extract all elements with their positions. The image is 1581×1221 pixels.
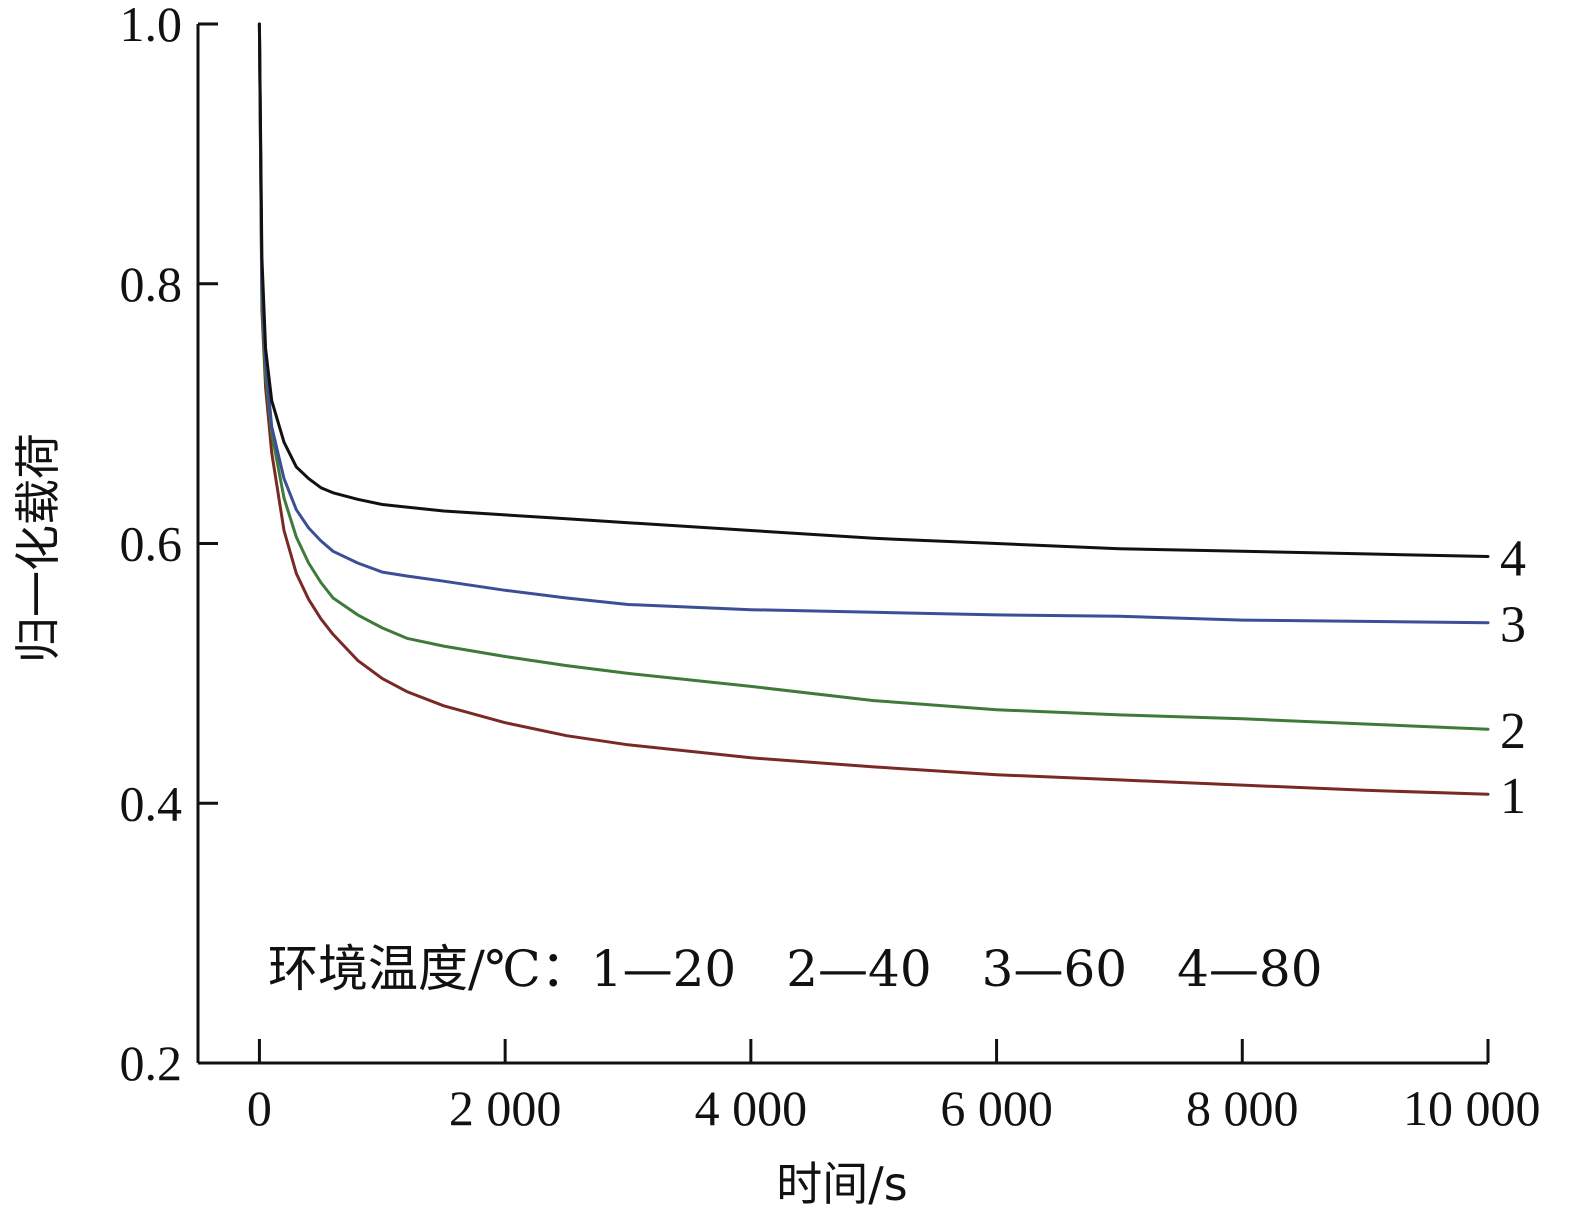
x-tick-label: 8 000 (1186, 1080, 1299, 1136)
ticks: 0.2 0.4 0.6 0.8 1.0 0 2 000 4 000 6 000 8 000 10 0… (120, 0, 1541, 1136)
y-tick-label: 0.4 (120, 775, 183, 831)
y-axis-title: 归一化载荷 (11, 433, 65, 663)
y-tick-label: 1.0 (120, 0, 183, 52)
y-tick-label: 0.6 (120, 516, 183, 572)
series-label-1: 1 (1500, 768, 1526, 825)
x-tick-label: 2 000 (449, 1080, 562, 1136)
series-line-3 (257, 22, 1490, 625)
legend-annotation: 环境温度/℃：1—20 2—40 3—60 4—80 (268, 940, 1323, 998)
x-tick-label: 4 000 (695, 1080, 808, 1136)
x-tick-label: 6 000 (940, 1080, 1053, 1136)
series-label-4: 4 (1500, 530, 1526, 587)
x-tick-label: 10 000 (1403, 1080, 1541, 1136)
series-labels: 1 2 3 4 (1500, 530, 1526, 825)
series-line-1 (257, 22, 1490, 796)
series-line-4 (257, 22, 1490, 558)
axes (196, 24, 1488, 1065)
series-line-2 (257, 22, 1490, 731)
y-tick-label: 0.2 (120, 1035, 183, 1091)
series-lines (257, 22, 1490, 796)
x-tick-label: 0 (247, 1080, 272, 1136)
x-axis-title: 时间/s (776, 1157, 907, 1211)
series-label-2: 2 (1500, 703, 1526, 760)
series-label-3: 3 (1500, 597, 1526, 654)
y-tick-label: 0.8 (120, 256, 183, 312)
